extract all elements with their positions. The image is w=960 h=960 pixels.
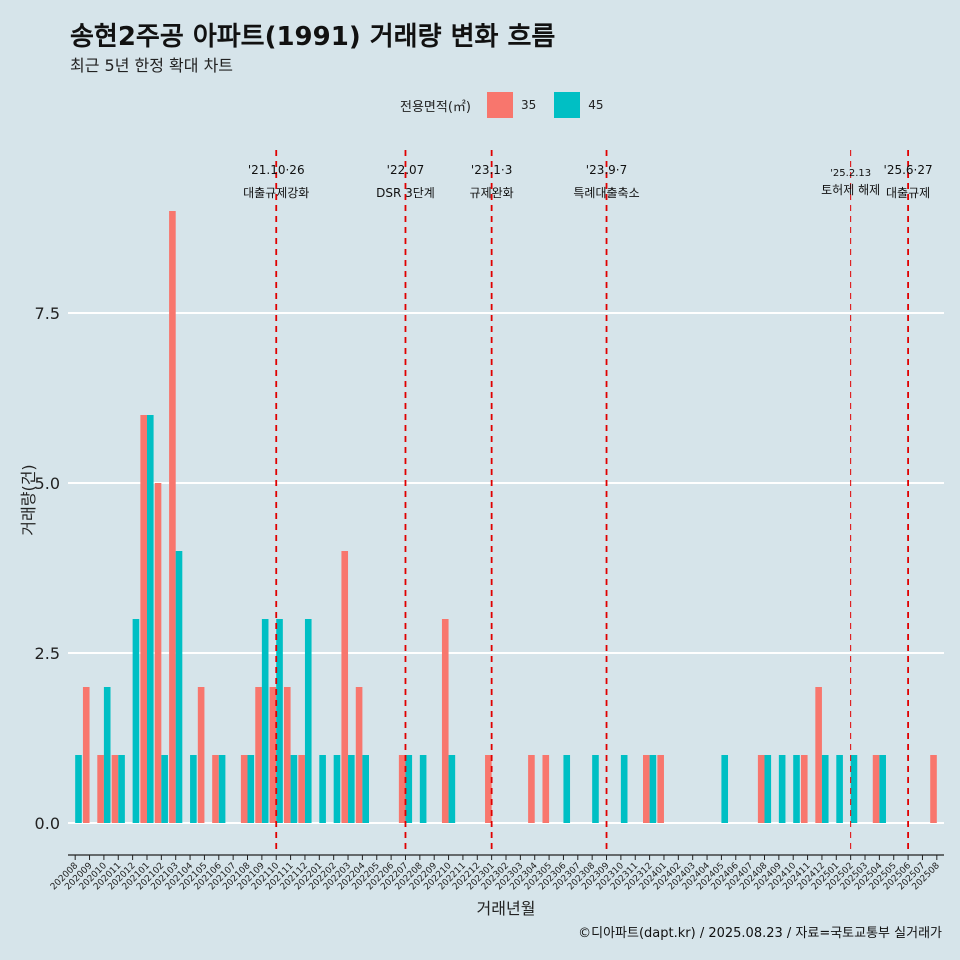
bar-35-202110 [269,687,277,823]
bar-35-202103 [169,211,176,823]
bar-35-202408 [757,755,765,823]
bar-35-202010 [97,755,104,823]
bar-45-202010 [103,687,111,823]
event-name-label: 대출규제 [886,186,930,200]
bar-45-202201 [319,755,326,823]
y-tick-label: 0.0 [35,814,60,833]
bar-35-202210 [441,619,449,823]
bar-45-202207 [405,755,413,823]
event-date-label: '23.9·7 [586,163,627,177]
source-caption: ©디아파트(dapt.kr) / 2025.08.23 / 자료=국토교통부 실… [578,926,942,941]
bar-35-202109 [255,687,262,823]
legend-swatch-35 [486,92,513,118]
bar-45-202012 [132,619,140,823]
legend-title: 전용면적(㎡) [400,99,471,115]
bar-45-202104 [190,755,197,823]
bar-45-202008 [75,755,82,823]
bar-35-202411 [800,755,808,823]
bar-45-202409 [778,755,786,823]
event-name-label: 규제완화 [470,186,514,200]
bar-35-202207 [398,755,406,823]
bar-35-202412 [815,687,822,823]
bar-35-202101 [140,415,147,823]
bar-45-202306 [563,755,571,823]
bar-45-202204 [362,755,369,823]
y-tick-label: 7.5 [35,304,60,323]
chart-subtitle: 최근 5년 한정 확대 차트 [70,56,234,75]
bar-45-202203 [348,755,355,823]
bar-45-202312 [649,755,657,823]
legend-label-35: 35 [520,98,537,112]
bar-45-202412 [821,755,829,823]
bars-layer [75,211,937,823]
bar-45-202408 [764,755,772,823]
bar-35-202204 [355,687,363,823]
bar-45-202110 [276,619,283,823]
bar-35-202312 [643,755,650,823]
bar-35-202111 [283,687,291,823]
bar-45-202111 [290,755,298,823]
legend-swatch-45 [554,92,581,118]
bar-45-202502 [850,755,858,823]
bar-45-202210 [448,755,456,823]
bar-45-202208 [419,755,427,823]
legend-label-45: 45 [588,98,604,112]
event-name-label: 대출규제강화 [243,186,309,200]
bar-35-202301 [485,755,492,823]
event-date-label: '25.2.13 [830,168,871,179]
bar-45-202108 [247,755,255,823]
bar-45-202103 [175,551,183,823]
event-name-label: DSR 3단계 [376,186,435,200]
bar-45-202202 [333,755,341,823]
event-date-label: '23.1·3 [471,163,512,177]
chart-title: 송현2주공 아파트(1991) 거래량 변화 흐름 [70,22,556,52]
bar-45-202011 [118,755,125,823]
bar-35-202401 [657,755,664,823]
bar-35-202108 [240,755,248,823]
bar-45-202102 [161,755,168,823]
bar-35-202112 [298,755,305,823]
events-layer: '21.10·26 대출규제강화 '22.07 DSR 3단계 '23.1·3 규제완화 '… [243,150,933,850]
bar-45-202308 [592,755,599,823]
bar-35-202508 [930,755,937,823]
bar-45-202405 [721,755,729,823]
bar-45-202501 [836,755,843,823]
legend: 전용면적(㎡) 35 45 [400,92,614,118]
y-tick-label: 5.0 [35,474,60,493]
event-date-label: '25.6·27 [884,163,933,177]
bar-35-202305 [542,755,550,823]
y-tick-label: 2.5 [35,644,60,663]
bar-35-202105 [197,687,205,823]
bar-35-202203 [341,551,349,823]
bar-35-202504 [872,755,880,823]
bar-45-202112 [304,619,312,823]
bar-35-202106 [212,755,219,823]
bar-45-202410 [793,755,800,823]
event-date-label: '22.07 [387,163,425,177]
axis-layer: 0.02.55.07.52020082020092020102020112020… [19,304,944,918]
event-date-label: '21.10·26 [248,163,305,177]
bar-35-202011 [111,755,119,823]
bar-35-202102 [154,483,162,823]
x-axis-title: 거래년월 [477,899,536,918]
bar-45-202109 [261,619,269,823]
bar-45-202106 [218,755,226,823]
bar-45-202504 [879,755,886,823]
event-name-label: 토허제 해제 [821,183,880,197]
y-axis-title: 거래량(건) [19,464,38,535]
bar-35-202009 [82,687,90,823]
bar-45-202310 [620,755,628,823]
bar-35-202304 [528,755,535,823]
event-name-label: 특례대출축소 [573,186,639,200]
bar-45-202101 [146,415,154,823]
